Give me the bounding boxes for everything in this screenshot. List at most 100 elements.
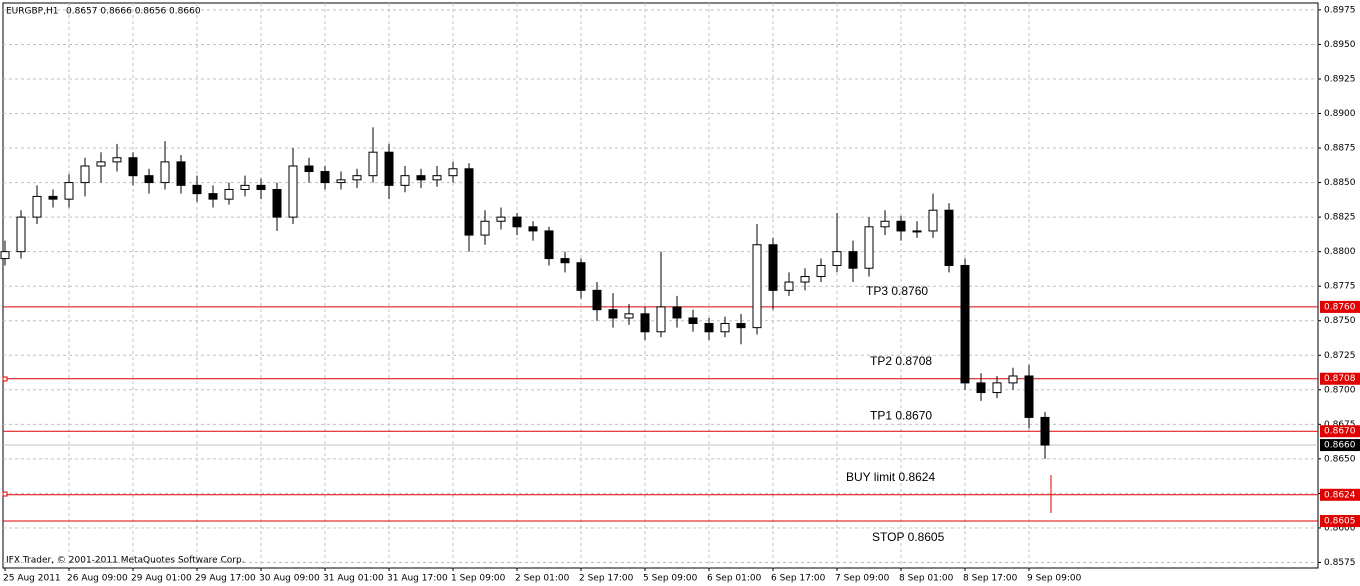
candle-body [112, 157, 122, 163]
candle-body [976, 382, 986, 394]
level-handle [2, 491, 8, 497]
candle-body [928, 209, 938, 232]
candle-body [720, 322, 730, 333]
candle-body [256, 184, 266, 190]
candle-body [704, 322, 714, 333]
y-tick-label: 0.8575 [1324, 558, 1356, 568]
candle-body [32, 195, 42, 218]
x-tick-label: 6 Sep 17:00 [771, 574, 826, 584]
y-tick-label: 0.8875 [1324, 144, 1356, 154]
candle-body [176, 161, 186, 186]
x-tick-label: 2 Sep 17:00 [579, 574, 634, 584]
level-label: 0.8624 [1324, 490, 1356, 500]
candle-body [432, 175, 442, 181]
level-label: 0.8605 [1324, 517, 1356, 527]
candle-body [912, 230, 922, 233]
current-price-box [1320, 439, 1360, 452]
current-price-label: 0.8660 [1324, 441, 1356, 451]
candle-body [1040, 416, 1050, 446]
candle-body [608, 309, 618, 319]
candle-body [1008, 375, 1018, 384]
plot-frame [2, 2, 1319, 569]
level-handle [2, 376, 8, 382]
candle-body [832, 251, 842, 266]
candle-body [672, 306, 682, 319]
level-label: 0.8760 [1324, 302, 1356, 312]
level-box [1320, 488, 1360, 501]
level-label: 0.8670 [1324, 427, 1356, 437]
candle-body [496, 216, 506, 222]
candle-body [624, 313, 634, 319]
candle-body [288, 165, 298, 218]
x-tick-label: 25 Aug 2011 [3, 574, 61, 584]
candle-body [480, 220, 490, 236]
y-tick-label: 0.8750 [1324, 316, 1356, 326]
candles [0, 127, 1050, 459]
candle-body [96, 161, 106, 167]
x-tick-label: 9 Sep 09:00 [1027, 574, 1082, 584]
y-tick-label: 0.8675 [1324, 420, 1356, 430]
candle-body [64, 182, 74, 200]
x-tick-label: 6 Sep 01:00 [707, 574, 762, 584]
candle-body [560, 258, 570, 264]
y-tick-label: 0.8950 [1324, 40, 1356, 50]
candle-body [304, 165, 314, 173]
x-tick-label: 29 Aug 17:00 [195, 574, 256, 584]
candle-body [800, 276, 810, 283]
x-tick-label: 7 Sep 09:00 [835, 574, 890, 584]
candle-body [448, 168, 458, 177]
x-tick-label: 30 Aug 09:00 [259, 574, 320, 584]
axes: 0.8975 0.8950 0.8925 0.8900 0.8875 0.8850 0.88… [3, 5, 1360, 584]
candle-body [128, 157, 138, 177]
candle-body [352, 175, 362, 181]
candle-body [160, 161, 170, 184]
candle-body [864, 226, 874, 269]
candle-body [896, 220, 906, 232]
candle-body [688, 317, 698, 324]
candle-body [576, 262, 586, 291]
x-tick-label: 26 Aug 09:00 [67, 574, 128, 584]
candle-body [544, 230, 554, 260]
level-label: 0.8708 [1324, 374, 1356, 384]
grid [3, 3, 1318, 568]
y-tick-label: 0.8925 [1324, 74, 1356, 84]
y-tick-label: 0.8650 [1324, 454, 1356, 464]
candle-body [528, 226, 538, 232]
candle-body [80, 165, 90, 184]
candle-body [992, 382, 1002, 394]
symbol: EURGBP,H1 [6, 7, 58, 17]
level-annotation: TP2 0.8708 [870, 354, 932, 368]
candle-body [848, 251, 858, 269]
quote: 0.8657 0.8666 0.8656 0.8660 [66, 7, 201, 17]
y-tick-label: 0.8700 [1324, 385, 1356, 395]
x-tick-label: 5 Sep 09:00 [643, 574, 698, 584]
x-tick-label: 2 Sep 01:00 [515, 574, 570, 584]
y-tick-label: 0.8725 [1324, 351, 1356, 361]
level-box [1320, 372, 1360, 385]
candle-body [384, 151, 394, 186]
y-tick-label: 0.8600 [1324, 523, 1356, 533]
candle-body [16, 216, 26, 253]
y-tick-label: 0.8825 [1324, 213, 1356, 223]
candle-body [640, 313, 650, 333]
candle-body [240, 184, 250, 190]
candle-body [464, 168, 474, 236]
candle-body [368, 151, 378, 177]
footer: IFX Trader, © 2001-2011 MetaQuotes Softw… [6, 556, 245, 566]
candle-body [768, 244, 778, 291]
candle-body [960, 264, 970, 384]
candle-body [880, 220, 890, 228]
y-tick-label: 0.8775 [1324, 282, 1356, 292]
y-tick-label: 0.8850 [1324, 178, 1356, 188]
candle-body [320, 171, 330, 184]
x-tick-label: 1 Sep 09:00 [451, 574, 506, 584]
candle-body [208, 193, 218, 200]
y-tick-label: 0.8975 [1324, 5, 1356, 15]
x-tick-label: 29 Aug 01:00 [131, 574, 192, 584]
level-box [1320, 300, 1360, 313]
level-annotation: STOP 0.8605 [872, 530, 945, 544]
y-tick-label: 0.8900 [1324, 109, 1356, 119]
y-tick-label: 0.8800 [1324, 247, 1356, 257]
level-annotation: BUY limit 0.8624 [846, 470, 935, 484]
